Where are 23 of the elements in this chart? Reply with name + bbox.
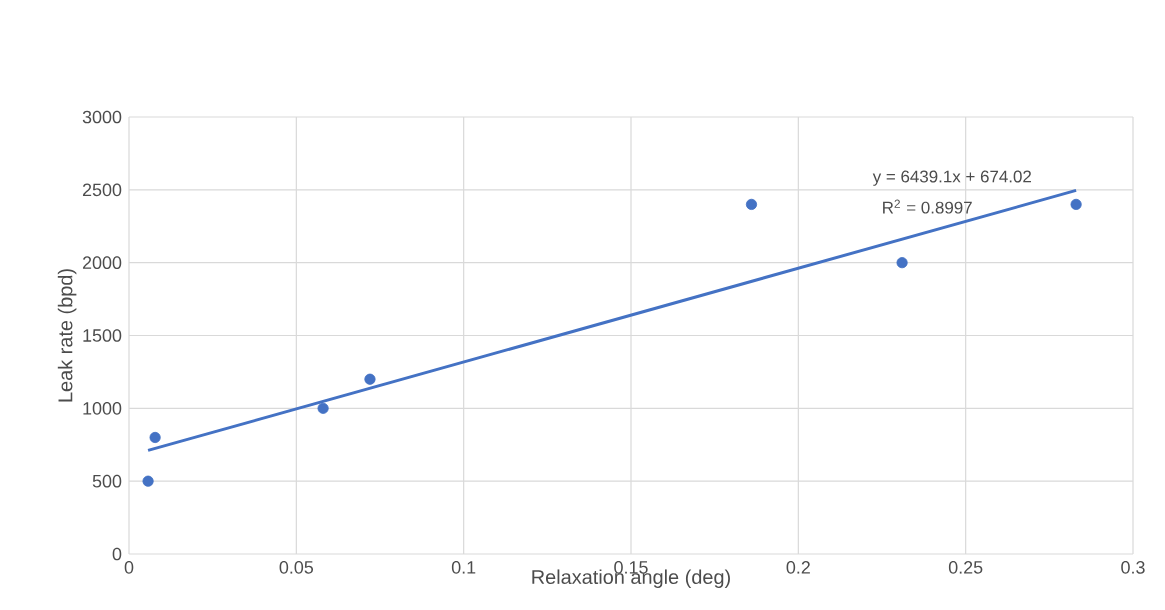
annotation: y = 6439.1x + 674.02 <box>872 170 1031 186</box>
point <box>149 431 161 444</box>
point <box>745 198 758 210</box>
point <box>364 373 376 385</box>
point <box>142 475 154 487</box>
point <box>896 257 908 269</box>
y-tick-label: 0 <box>112 547 122 561</box>
annotation: R$^{2}$ = 0.8997 <box>883 199 972 214</box>
x-tick-label: 0.1 <box>451 561 476 574</box>
y-tick-label: 1000 <box>83 401 122 415</box>
x-tick-label: 0 <box>124 561 134 574</box>
point <box>317 402 329 414</box>
x-tick-label: 0.05 <box>279 561 314 574</box>
y-tick-label: 2500 <box>82 183 122 197</box>
y-tick-label: 1500 <box>83 329 122 342</box>
y-tick-label: 3000 <box>82 110 122 124</box>
y-axis-title: Leak rate (bpd) <box>57 269 77 402</box>
x-tick-label: 0.25 <box>948 561 983 574</box>
point <box>1070 198 1082 210</box>
y-tick-label: 500 <box>92 474 122 488</box>
y-tick-label: 2000 <box>82 256 122 270</box>
x-tick-label: 0.2 <box>786 561 810 574</box>
x-tick-label: 0.3 <box>1121 561 1145 574</box>
